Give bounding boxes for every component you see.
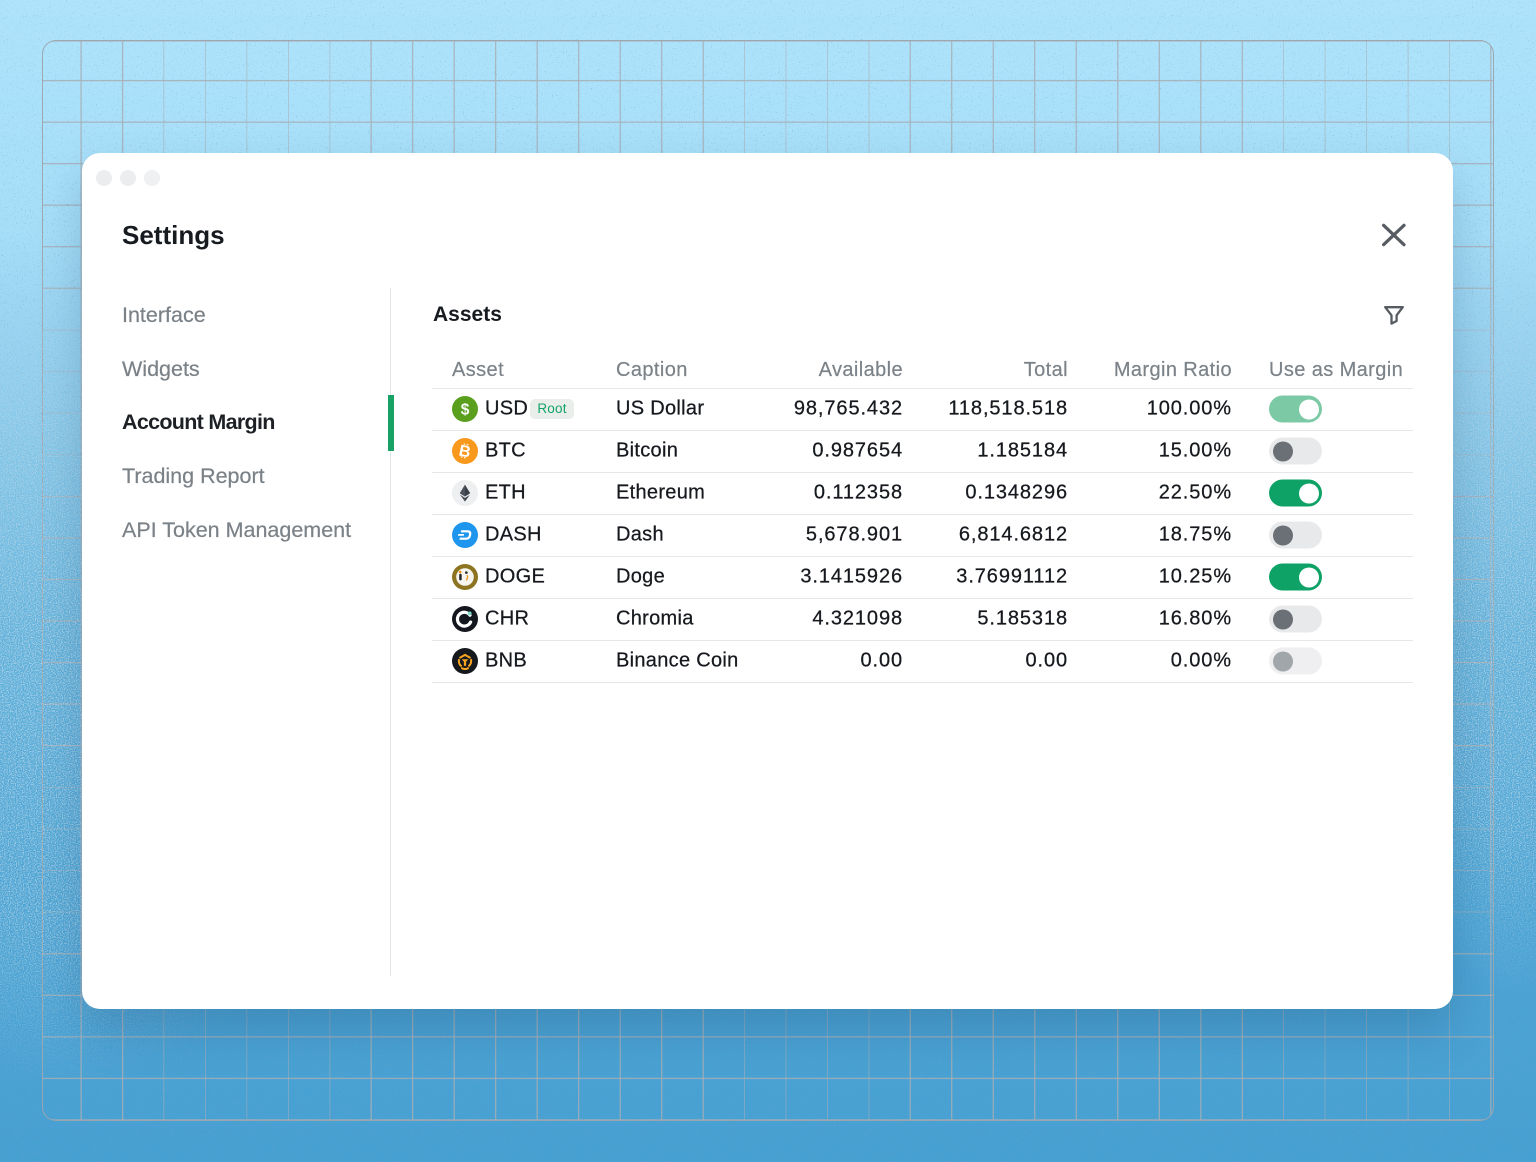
svg-text:$: $ (461, 401, 470, 418)
